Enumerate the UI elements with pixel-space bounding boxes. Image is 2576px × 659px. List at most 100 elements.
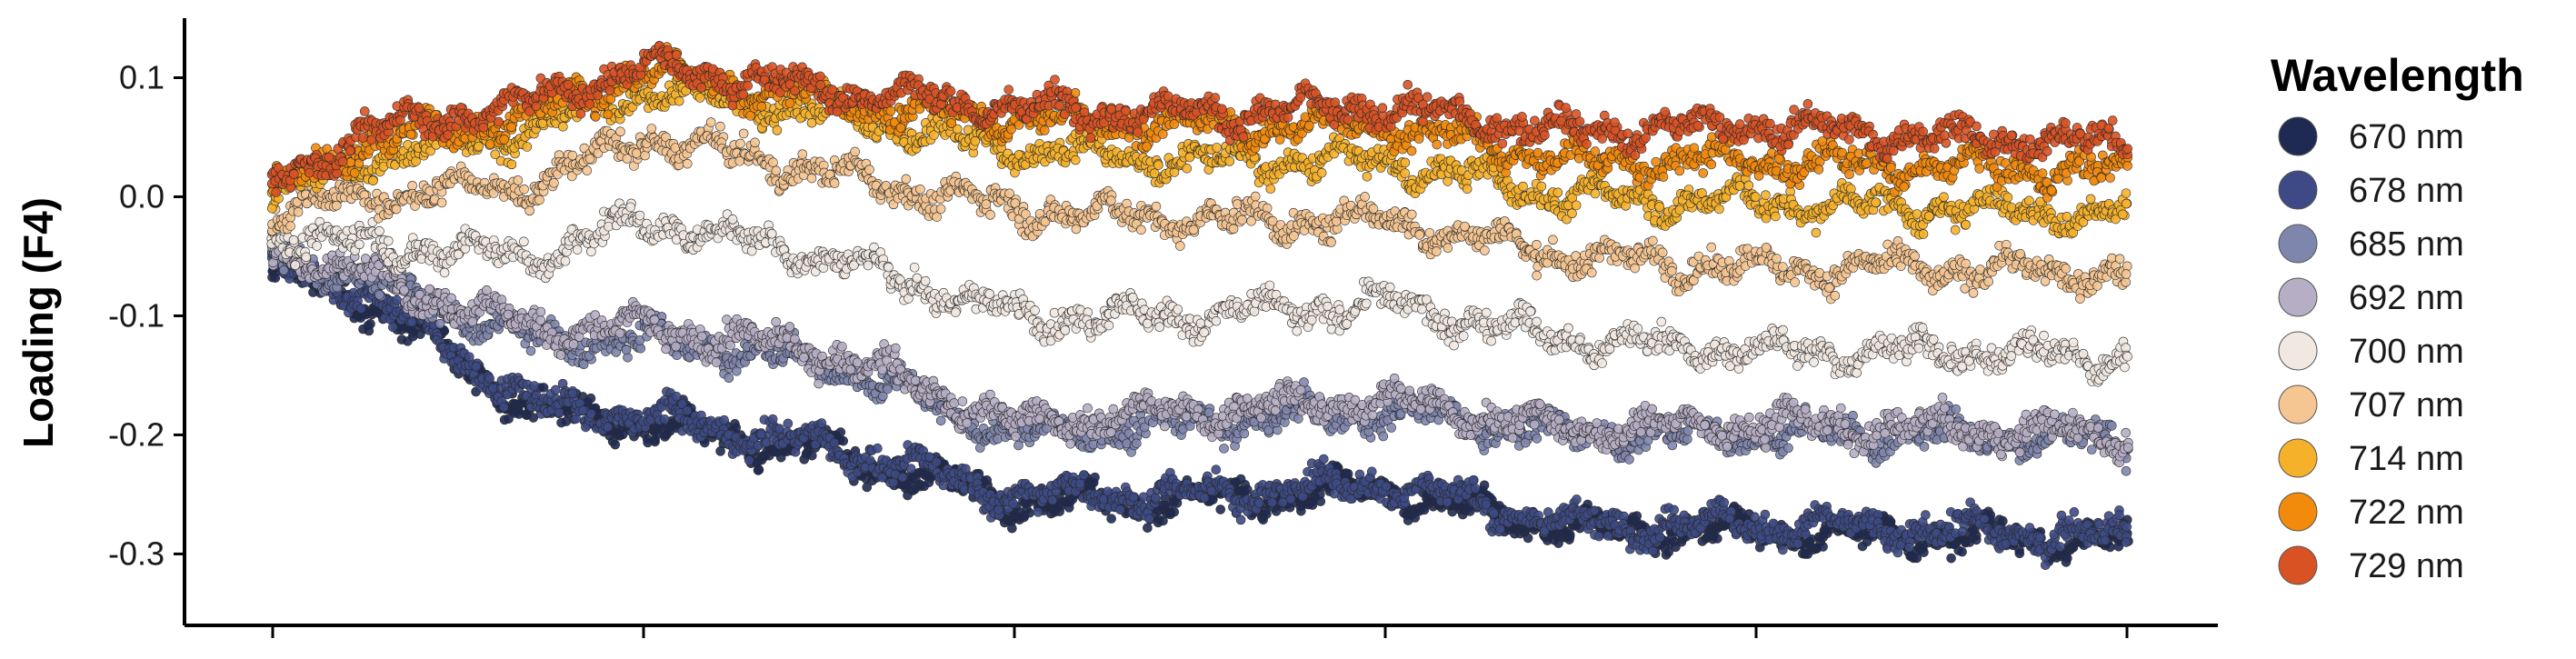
data-point: [504, 414, 514, 424]
data-point: [1669, 504, 1680, 515]
data-point: [888, 477, 899, 488]
data-point: [1532, 434, 1543, 444]
data-point: [484, 374, 494, 384]
data-point: [2121, 537, 2132, 547]
data-point: [1235, 514, 1246, 525]
data-point: [755, 429, 766, 440]
data-point: [1219, 444, 1229, 454]
data-point: [2121, 465, 2132, 476]
data-point: [1307, 500, 1318, 510]
data-point: [499, 402, 509, 413]
data-point: [406, 316, 417, 327]
data-point: [1603, 531, 1613, 541]
data-point: [567, 388, 578, 399]
data-point: [835, 427, 846, 437]
data-point: [1783, 443, 1793, 454]
data-point: [1818, 542, 1828, 552]
data-point: [932, 456, 942, 467]
data-point: [1047, 495, 1058, 505]
data-point: [603, 422, 614, 433]
data-point: [1074, 478, 1085, 489]
data-point: [535, 306, 546, 317]
data-point: [1262, 509, 1272, 519]
data-point: [503, 309, 514, 320]
data-point: [614, 328, 625, 339]
data-point: [1115, 504, 1125, 515]
data-point: [1253, 498, 1264, 508]
data-point: [724, 373, 734, 384]
data-point: [783, 418, 794, 429]
data-point: [883, 384, 893, 394]
data-point: [1243, 484, 1253, 495]
data-point: [356, 304, 366, 314]
data-point: [1298, 491, 1308, 502]
data-point: [1957, 526, 1968, 537]
data-point: [1090, 472, 1100, 483]
data-point: [1778, 544, 1788, 555]
data-point: [2122, 522, 2132, 532]
data-point: [388, 322, 398, 333]
data-point: [585, 393, 596, 404]
data-point: [1971, 534, 1982, 545]
data-point: [374, 290, 384, 300]
data-point: [1919, 442, 1930, 452]
data-point: [1481, 499, 1492, 510]
data-point: [719, 414, 729, 425]
data-point: [621, 344, 632, 355]
data-point: [1267, 497, 1277, 507]
data-point: [1318, 454, 1329, 464]
data-point: [1381, 481, 1392, 492]
data-point: [278, 265, 289, 275]
data-point: [446, 293, 456, 304]
data-point: [1442, 497, 1453, 507]
data-point: [535, 315, 546, 325]
data-point: [529, 381, 539, 391]
data-point: [1719, 497, 1730, 508]
data-point: [873, 443, 883, 454]
data-point: [1624, 454, 1634, 464]
data-point: [1211, 464, 1222, 475]
data-point: [767, 414, 778, 424]
data-point: [897, 472, 908, 483]
data-point: [1572, 494, 1582, 504]
data-point: [2014, 548, 2025, 559]
data-point: [1378, 431, 1389, 442]
data-point: [399, 285, 410, 295]
data-point: [585, 408, 596, 419]
data-point: [1667, 440, 1678, 451]
data-point: [467, 316, 478, 327]
data-point: [471, 362, 482, 372]
data-point: [1792, 538, 1803, 549]
series-layer: [266, 41, 2133, 571]
data-point: [1921, 510, 1931, 520]
data-point: [671, 391, 682, 402]
data-point: [2035, 532, 2045, 543]
data-point: [482, 285, 492, 295]
data-point: [1106, 514, 1116, 524]
data-point: [1386, 423, 1396, 433]
data-point: [1632, 511, 1642, 521]
data-point: [1760, 509, 1771, 520]
data-point: [982, 475, 993, 485]
data-point: [1079, 470, 1089, 480]
data-point: [555, 350, 566, 360]
data-point: [1712, 534, 1722, 544]
data-point: [659, 414, 670, 424]
data-point: [1682, 434, 1692, 444]
data-point: [1951, 404, 1962, 414]
data-point: [2100, 535, 2111, 546]
data-point: [554, 407, 564, 418]
data-point: [1007, 523, 1017, 534]
data-point: [1648, 545, 1658, 556]
data-point: [1495, 524, 1505, 534]
data-point: [635, 343, 646, 354]
data-point: [744, 455, 754, 465]
data-point: [1278, 497, 1288, 508]
data-point: [816, 418, 827, 428]
data-point: [1239, 428, 1250, 439]
data-point: [1957, 546, 1967, 557]
data-point: [2114, 510, 2124, 521]
data-point: [1523, 533, 1533, 544]
